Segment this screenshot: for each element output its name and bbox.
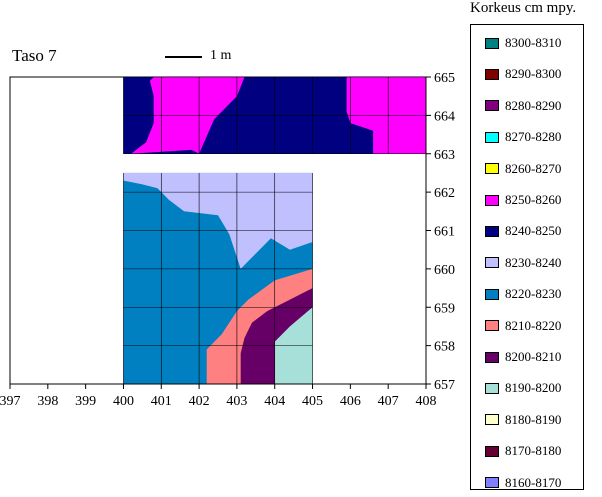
y-tick-label-659: 659 — [434, 301, 455, 316]
chart-title: Taso 7 — [12, 46, 57, 65]
y-axis: 657 658 659 660 661 662 663 664 665 — [425, 71, 455, 393]
y-tick-label-662: 662 — [434, 186, 455, 201]
legend-swatch-8180-8190 — [485, 414, 499, 426]
lower-region-8230-8240-0 — [123, 172, 313, 269]
legend-swatch-8230-8240 — [485, 257, 499, 269]
legend-item-8210-8220: 8210-8220 — [485, 317, 562, 333]
lower-contour-block — [123, 172, 313, 384]
legend-label-8200-8210: 8200-8210 — [505, 349, 562, 364]
legend-swatch-8190-8200 — [485, 382, 499, 394]
legend-item-8180-8190: 8180-8190 — [485, 411, 562, 427]
y-tick-label-664: 664 — [434, 109, 455, 124]
legend-label-8210-8220: 8210-8220 — [505, 317, 562, 333]
legend-label-8190-8200: 8190-8200 — [505, 380, 562, 396]
legend-label-8270-8280: 8270-8280 — [505, 129, 562, 145]
y-tick-label-665: 665 — [434, 71, 455, 86]
y-tick-label-658: 658 — [434, 340, 455, 355]
x-tick-label-404: 404 — [264, 394, 285, 409]
legend-label-8250-8260: 8250-8260 — [505, 192, 562, 207]
legend-swatch-8210-8220 — [485, 320, 499, 332]
legend-swatch-8240-8250 — [485, 225, 499, 237]
legend-item-8160-8170: 8160-8170 — [485, 474, 562, 490]
legend-item-8250-8260: 8250-8260 — [485, 192, 562, 207]
grid-lines — [123, 76, 427, 385]
legend-label-8220-8230: 8220-8230 — [505, 286, 562, 302]
x-tick-label-398: 398 — [37, 394, 58, 409]
legend-swatch-8170-8180 — [485, 445, 499, 457]
legend-label-8240-8250: 8240-8250 — [505, 223, 562, 239]
legend-swatch-8270-8280 — [485, 131, 499, 143]
x-tick-label-407: 407 — [378, 394, 399, 409]
legend-label-8260-8270: 8260-8270 — [505, 160, 562, 176]
legend-label-8160-8170: 8160-8170 — [505, 474, 562, 490]
scale-label: 1 m — [210, 48, 232, 63]
x-tick-label-403: 403 — [226, 394, 247, 409]
legend-swatch-8200-8210 — [485, 351, 499, 363]
legend-swatch-8300-8310 — [485, 37, 499, 49]
x-tick-label-401: 401 — [151, 394, 172, 409]
x-axis: 397 398 399 400 401 402 403 404 405 406 407 408 — [0, 383, 437, 409]
x-tick-label-397: 397 — [0, 394, 21, 409]
legend-swatch-8260-8270 — [485, 163, 499, 175]
legend-swatch-8160-8170 — [485, 477, 499, 489]
legend-item-8200-8210: 8200-8210 — [485, 349, 562, 364]
legend-item-8290-8300: 8290-8300 — [485, 66, 562, 82]
x-tick-label-406: 406 — [340, 394, 361, 409]
legend-item-8300-8310: 8300-8310 — [485, 35, 562, 50]
legend-item-8280-8290: 8280-8290 — [485, 97, 562, 113]
legend-label-8300-8310: 8300-8310 — [505, 35, 562, 50]
legend-item-8240-8250: 8240-8250 — [485, 223, 562, 239]
x-tick-label-405: 405 — [302, 394, 323, 409]
legend-title: Korkeus cm mpy. — [470, 0, 577, 16]
legend: 8300-8310 8290-8300 8280-8290 8270-8280 8260… — [470, 24, 584, 490]
legend-label-8290-8300: 8290-8300 — [505, 66, 562, 82]
legend-swatch-8290-8300 — [485, 68, 499, 80]
legend-item-8190-8200: 8190-8200 — [485, 380, 562, 396]
legend-item-8220-8230: 8220-8230 — [485, 286, 562, 302]
y-tick-label-663: 663 — [434, 148, 455, 163]
legend-item-8260-8270: 8260-8270 — [485, 160, 562, 176]
x-tick-label-402: 402 — [189, 394, 210, 409]
y-tick-label-657: 657 — [434, 378, 455, 393]
x-tick-label-399: 399 — [75, 394, 96, 409]
legend-item-8270-8280: 8270-8280 — [485, 129, 562, 145]
x-tick-label-400: 400 — [113, 394, 134, 409]
legend-swatch-8250-8260 — [485, 194, 499, 206]
y-tick-label-660: 660 — [434, 263, 455, 278]
legend-swatch-8280-8290 — [485, 100, 499, 112]
y-tick-label-661: 661 — [434, 225, 455, 240]
legend-item-8230-8240: 8230-8240 — [485, 254, 562, 270]
legend-item-8170-8180: 8170-8180 — [485, 443, 562, 459]
legend-label-8180-8190: 8180-8190 — [505, 411, 562, 427]
x-tick-label-408: 408 — [416, 394, 437, 409]
legend-swatch-8220-8230 — [485, 288, 499, 300]
legend-label-8230-8240: 8230-8240 — [505, 254, 562, 270]
legend-label-8170-8180: 8170-8180 — [505, 443, 562, 459]
scale-bar — [165, 56, 202, 58]
legend-label-8280-8290: 8280-8290 — [505, 97, 562, 113]
